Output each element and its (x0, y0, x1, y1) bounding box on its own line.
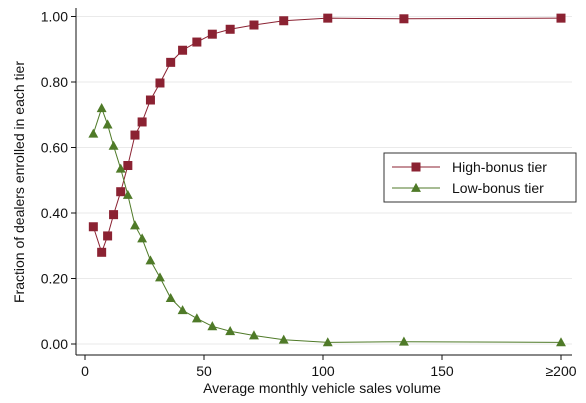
data-point (137, 233, 148, 243)
data-point (116, 187, 126, 197)
series-high-bonus (88, 13, 566, 257)
data-point (322, 337, 333, 347)
data-point (102, 119, 113, 129)
data-point (225, 24, 235, 34)
legend-box (383, 152, 577, 203)
data-point (166, 57, 176, 67)
data-point (108, 140, 119, 150)
series-line (92, 17, 562, 254)
data-point (398, 336, 409, 346)
data-point (123, 161, 133, 171)
data-point (278, 334, 289, 344)
data-point (178, 45, 188, 55)
data-point (191, 313, 202, 323)
x-tick-label: 50 (196, 363, 212, 379)
data-point (122, 189, 133, 199)
legend-marker (411, 162, 421, 172)
data-point (177, 305, 188, 315)
y-tick-label: 0.20 (41, 271, 68, 287)
data-point (145, 95, 155, 105)
x-axis-title: Average monthly vehicle sales volume (203, 380, 441, 396)
legend-marker (411, 182, 421, 192)
data-point (88, 128, 99, 138)
y-tick-label: 0.00 (41, 336, 68, 352)
data-point (96, 103, 107, 113)
data-point (323, 13, 333, 23)
data-point (155, 78, 165, 88)
data-point (556, 13, 566, 23)
legend: High-bonus tier Low-bonus tier (383, 152, 577, 203)
data-point (249, 20, 259, 30)
data-point (130, 130, 140, 140)
y-tick-label: 0.60 (41, 140, 68, 156)
data-point (109, 210, 119, 220)
data-point (249, 330, 259, 340)
data-point (556, 337, 566, 347)
y-tick-label: 0.40 (41, 205, 68, 221)
data-point (155, 272, 165, 282)
data-point (88, 222, 98, 232)
data-point (207, 29, 217, 39)
data-point (97, 247, 107, 257)
x-tick-label: 0 (81, 363, 89, 379)
series-layer (88, 13, 566, 347)
data-point (207, 321, 218, 331)
x-tick-label: 150 (430, 363, 454, 379)
x-tick-label: 100 (311, 363, 335, 379)
legend-label: Low-bonus tier (452, 180, 544, 196)
data-point (130, 220, 140, 230)
data-point (137, 117, 147, 127)
data-point (145, 255, 156, 265)
data-point (115, 163, 126, 173)
y-axis-title: Fraction of dealers enrolled in each tie… (11, 61, 27, 303)
axes: 0.00 0.20 0.40 0.60 0.80 1.00 0 50 100 150 ≥200 (41, 8, 577, 379)
data-point (103, 231, 113, 241)
data-point (192, 37, 202, 47)
y-tick-label: 0.80 (41, 74, 68, 90)
y-tick-label: 1.00 (41, 9, 68, 25)
series-line (92, 106, 562, 343)
series-low-bonus (88, 103, 566, 347)
data-point (225, 326, 236, 336)
x-tick-label: ≥200 (545, 363, 576, 379)
data-point (399, 14, 409, 24)
legend-label: High-bonus tier (452, 159, 547, 175)
data-point (165, 292, 176, 303)
data-point (279, 16, 289, 26)
